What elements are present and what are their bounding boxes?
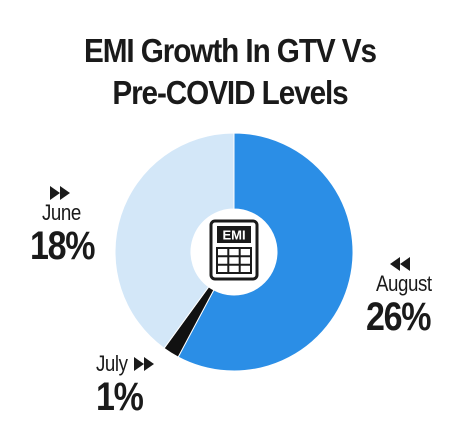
slice-label-june: June 18% [30, 185, 106, 267]
slice-label-august: August 26% [366, 256, 442, 338]
fast-forward-icon [134, 357, 154, 371]
rewind-icon [390, 257, 410, 271]
emi-icon-text: EMI [222, 228, 245, 243]
slice-label-july: July 1% [96, 352, 158, 418]
emi-calculator-icon: EMI [209, 219, 259, 281]
slice-name-july: July [96, 351, 128, 376]
slice-value-june: 18% [30, 224, 95, 268]
slice-value-august: 26% [366, 295, 431, 339]
slice-name-august: August [376, 271, 432, 296]
donut-slices [114, 132, 354, 372]
chart-title: EMI Growth In GTV Vs Pre-COVID Levels [23, 30, 437, 114]
chart-title-line-1: EMI Growth In GTV Vs [84, 32, 377, 69]
fast-forward-icon [50, 186, 70, 200]
slice-name-june: June [42, 200, 81, 225]
slice-value-july: 1% [96, 375, 144, 419]
chart-title-line-2: Pre-COVID Levels [112, 74, 348, 111]
